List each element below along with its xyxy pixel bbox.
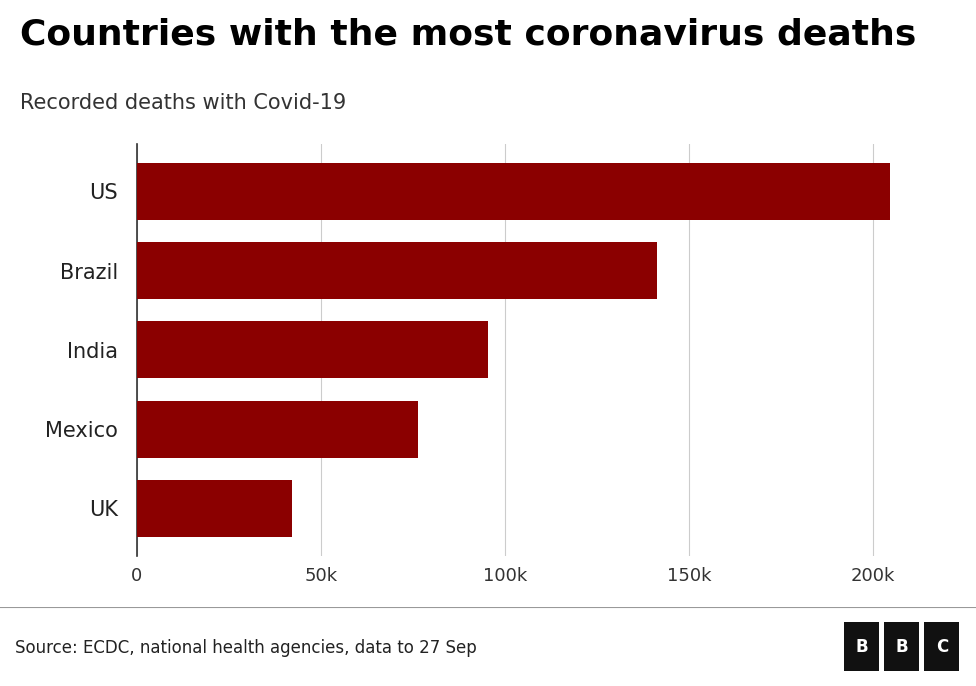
Bar bbox=[137, 321, 488, 379]
Text: B: B bbox=[896, 637, 908, 656]
FancyBboxPatch shape bbox=[884, 622, 919, 671]
Text: Source: ECDC, national health agencies, data to 27 Sep: Source: ECDC, national health agencies, … bbox=[15, 639, 476, 657]
FancyBboxPatch shape bbox=[844, 622, 879, 671]
Text: C: C bbox=[936, 637, 948, 656]
Bar bbox=[137, 242, 657, 299]
Text: Recorded deaths with Covid-19: Recorded deaths with Covid-19 bbox=[20, 93, 346, 113]
Bar bbox=[137, 163, 890, 220]
FancyBboxPatch shape bbox=[924, 622, 959, 671]
Text: B: B bbox=[856, 637, 868, 656]
Bar bbox=[137, 401, 418, 458]
Text: Countries with the most coronavirus deaths: Countries with the most coronavirus deat… bbox=[20, 17, 915, 51]
Bar bbox=[137, 480, 292, 537]
